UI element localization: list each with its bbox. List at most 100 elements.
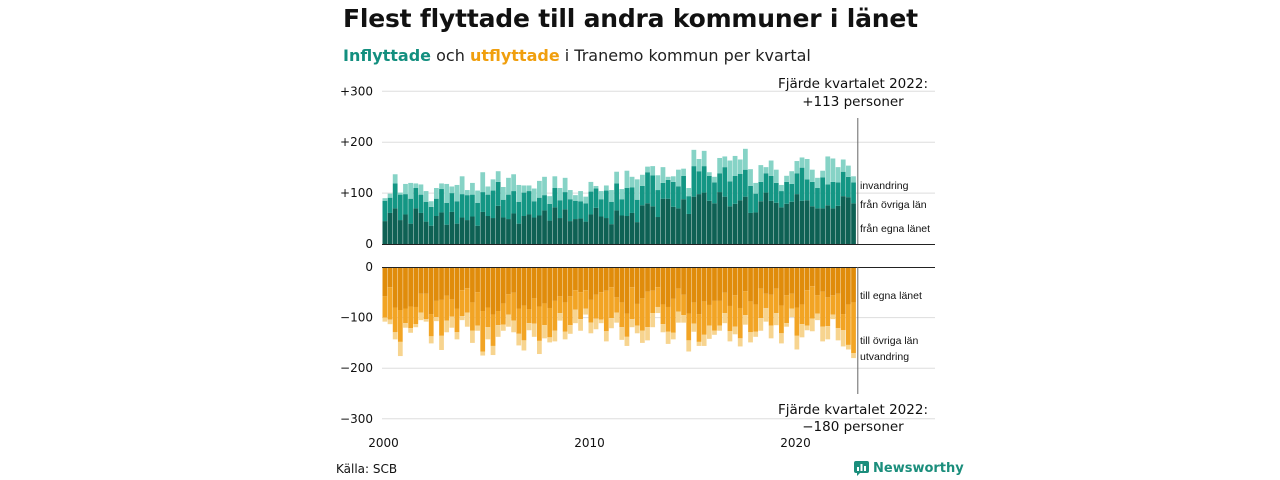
bar-inflow-segment bbox=[619, 215, 625, 244]
bar-outflow-segment bbox=[753, 267, 759, 305]
bar-inflow-segment bbox=[573, 219, 578, 244]
bar-inflow-segment bbox=[454, 184, 460, 202]
bar-outflow-segment bbox=[835, 267, 841, 294]
bar-outflow-segment bbox=[732, 295, 738, 327]
bar-outflow-segment bbox=[743, 315, 748, 325]
bar-inflow-segment bbox=[794, 194, 800, 244]
bar-inflow-segment bbox=[583, 196, 589, 204]
bar-inflow-segment bbox=[753, 212, 759, 244]
bar-inflow-segment bbox=[475, 190, 480, 203]
bar-outflow-segment bbox=[640, 298, 645, 331]
bar-outflow-segment bbox=[691, 267, 697, 303]
bar-outflow-segment bbox=[634, 325, 640, 334]
bar-outflow-segment bbox=[537, 340, 542, 355]
bar-inflow-segment bbox=[665, 176, 671, 180]
bar-inflow-segment bbox=[434, 216, 439, 244]
bar-inflow-segment bbox=[439, 212, 444, 244]
bar-inflow-segment bbox=[454, 223, 460, 244]
brand-logo: Newsworthy bbox=[854, 461, 964, 476]
bar-outflow-segment bbox=[655, 287, 661, 307]
bar-inflow-segment bbox=[804, 158, 810, 180]
bar-inflow-segment bbox=[758, 165, 764, 182]
bar-outflow-segment bbox=[408, 306, 413, 329]
bar-outflow-segment bbox=[763, 293, 769, 308]
bar-outflow-segment bbox=[387, 267, 393, 288]
bar-outflow-segment bbox=[506, 294, 511, 315]
subtitle-and: och bbox=[431, 46, 470, 65]
bar-inflow-segment bbox=[439, 183, 444, 190]
bar-inflow-segment bbox=[722, 156, 728, 168]
annotation-outflow: Fjärde kvartalet 2022: bbox=[778, 402, 928, 418]
chart-labels: +300 +200 +100 0 0 −100 −200 −300 2000 2010 2020 in… bbox=[340, 76, 930, 450]
bar-inflow-segment bbox=[583, 221, 589, 244]
bar-inflow-segment bbox=[593, 185, 599, 189]
bar-outflow-segment bbox=[670, 298, 676, 333]
bar-outflow-segment bbox=[578, 267, 583, 293]
bar-outflow-segment bbox=[655, 267, 661, 288]
bar-inflow-segment bbox=[392, 174, 398, 184]
bar-inflow-segment bbox=[567, 190, 573, 200]
bar-outflow-segment bbox=[454, 332, 460, 340]
bar-outflow-segment bbox=[397, 267, 403, 311]
bar-inflow-segment bbox=[665, 179, 671, 199]
bar-inflow-segment bbox=[552, 207, 558, 244]
bar-inflow-segment bbox=[799, 157, 805, 168]
bar-inflow-segment bbox=[614, 210, 619, 244]
bar-outflow-segment bbox=[717, 325, 722, 331]
bar-inflow-segment bbox=[835, 167, 841, 183]
bar-inflow-segment bbox=[712, 182, 717, 204]
bar-inflow-segment bbox=[640, 185, 645, 206]
bar-outflow-segment bbox=[732, 326, 738, 335]
bar-inflow-segment bbox=[634, 179, 640, 200]
bar-inflow-segment bbox=[500, 186, 506, 200]
bar-outflow-segment bbox=[531, 298, 537, 324]
bar-inflow-segment bbox=[480, 192, 486, 212]
bar-outflow-segment bbox=[799, 267, 805, 305]
bar-inflow-segment bbox=[598, 216, 604, 244]
bar-inflow-segment bbox=[629, 212, 635, 244]
bar-inflow-segment bbox=[428, 201, 434, 207]
bar-inflow-segment bbox=[470, 194, 475, 217]
bar-outflow-segment bbox=[511, 267, 516, 293]
segment-label-inflow: från övriga län bbox=[860, 199, 927, 211]
bar-inflow-segment bbox=[846, 165, 851, 177]
bar-inflow-segment bbox=[444, 224, 450, 244]
newsworthy-icon bbox=[854, 461, 869, 476]
bar-inflow-segment bbox=[392, 183, 398, 209]
bar-inflow-segment bbox=[403, 183, 408, 195]
bar-outflow-segment bbox=[392, 267, 398, 308]
bar-inflow-segment bbox=[624, 188, 630, 217]
bar-outflow-segment bbox=[763, 307, 769, 322]
y-tick-label: +100 bbox=[340, 186, 373, 200]
bar-outflow-segment bbox=[526, 308, 532, 324]
bar-inflow-segment bbox=[397, 192, 403, 195]
bar-outflow-segment bbox=[851, 267, 856, 303]
bar-outflow-segment bbox=[454, 267, 460, 309]
bar-outflow-segment bbox=[557, 296, 563, 314]
bar-inflow-segment bbox=[397, 220, 403, 244]
bar-outflow-segment bbox=[449, 299, 455, 317]
bar-outflow-segment bbox=[758, 288, 764, 319]
bar-outflow-segment bbox=[794, 267, 800, 308]
bar-inflow-segment bbox=[768, 175, 774, 201]
bar-outflow-segment bbox=[645, 291, 650, 328]
bar-inflow-segment bbox=[485, 216, 491, 244]
bar-inflow-segment bbox=[820, 177, 825, 209]
bar-inflow-segment bbox=[830, 181, 836, 209]
bar-outflow-segment bbox=[495, 311, 501, 326]
bar-inflow-segment bbox=[784, 203, 789, 244]
bar-inflow-segment bbox=[624, 216, 630, 244]
bar-inflow-segment bbox=[727, 160, 733, 182]
bar-inflow-segment bbox=[706, 175, 712, 201]
bar-inflow-segment bbox=[490, 190, 496, 219]
bar-outflow-segment bbox=[588, 267, 594, 300]
bar-outflow-segment bbox=[598, 267, 604, 293]
bar-outflow-segment bbox=[382, 267, 388, 297]
bar-outflow-segment bbox=[449, 267, 455, 300]
bar-outflow-segment bbox=[820, 326, 825, 342]
bar-inflow-segment bbox=[490, 218, 496, 244]
bar-outflow-segment bbox=[470, 302, 475, 331]
bar-outflow-segment bbox=[603, 267, 609, 291]
bar-outflow-segment bbox=[423, 267, 429, 294]
bar-inflow-segment bbox=[537, 180, 542, 198]
